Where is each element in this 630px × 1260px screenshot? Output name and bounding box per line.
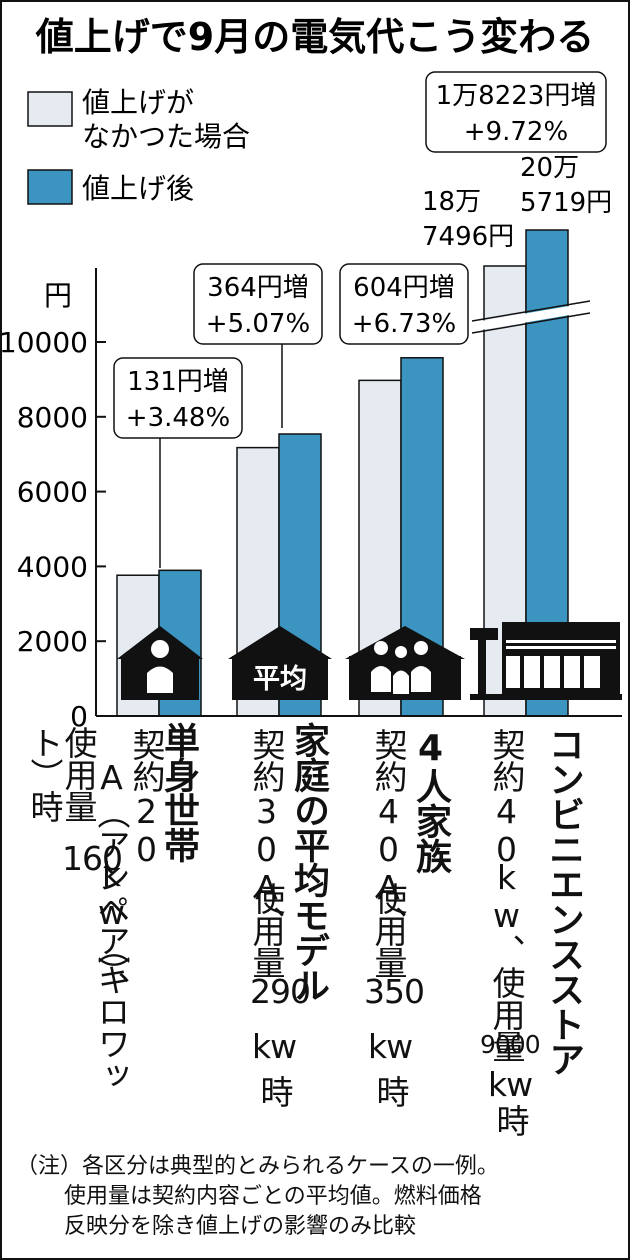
- desc-family-num: 350: [364, 972, 425, 1011]
- desc-average-unit: kw: [252, 1027, 297, 1066]
- desc-average-col1: 契約30A、: [247, 728, 286, 938]
- desc-store-unit: kw: [488, 1065, 533, 1104]
- callout-percent-store: +9.72%: [464, 117, 568, 147]
- legend-swatch-before: [27, 91, 73, 127]
- callout-box-average: [193, 263, 323, 345]
- y-axis-unit: 円: [44, 279, 72, 312]
- desc-average-time: 時: [255, 1075, 294, 1107]
- desc-store-col1: 契約40: [487, 728, 526, 868]
- value-label-after-2: 5719円: [520, 188, 612, 218]
- callout-box-family: [339, 263, 469, 345]
- legend-label-before-2: なかつた場合: [82, 120, 250, 153]
- callout-amount-average: 364円増: [207, 273, 309, 303]
- category-name-average: 家庭の平均モデル: [288, 722, 329, 1002]
- y-tick-label-2000: 2000: [17, 625, 88, 658]
- legend-label-before-1: 値上げが: [82, 86, 194, 119]
- desc-single-col1: 契約20: [127, 728, 166, 868]
- callout-box-single: [113, 357, 243, 439]
- axis-break-gap: [471, 302, 591, 332]
- y-tick-label-10000: 10000: [0, 326, 88, 359]
- desc-single-col3: 使用量: [59, 726, 98, 822]
- y-axis: 円 0 2000 4000 6000 8000 10000: [0, 268, 106, 733]
- y-tick-label-4000: 4000: [17, 550, 88, 583]
- house-average-icon: 平均: [228, 626, 332, 700]
- desc-store-num: 9000: [480, 1030, 541, 1059]
- axis-break-line-top: [471, 300, 591, 322]
- callout-amount-single: 131円増: [127, 367, 229, 397]
- axis-break-line-bottom: [471, 312, 591, 334]
- desc-average-usage: 使用量: [247, 882, 286, 978]
- footnote-line2: 使用量は契約内容ごとの平均値。燃料価格: [64, 1184, 482, 1209]
- legend-label-after: 値上げ後: [82, 172, 194, 205]
- desc-store-col1b: kw、使用量: [487, 858, 526, 1062]
- desc-family-col1: 契約40A、: [369, 728, 408, 938]
- desc-single-col3c: kw（キロワッ: [92, 855, 131, 1091]
- convenience-store-icon: [470, 622, 622, 700]
- desc-single-col3b: 160: [62, 839, 123, 878]
- callout-amount-store: 1万8223円増: [436, 81, 597, 111]
- house-single-icon: [117, 626, 203, 700]
- footnote-line1: （注）各区分は典型的とみられるケースの一例。: [16, 1154, 499, 1179]
- category-name-family: 4人家族: [410, 728, 451, 873]
- desc-family-usage: 使用量: [369, 882, 408, 978]
- value-label-before-1: 18万: [422, 187, 481, 217]
- callout-percent-average: +5.07%: [206, 309, 310, 339]
- chart-title: 値上げで9月の電気代こう変わる: [35, 15, 594, 59]
- desc-average-num: 290: [250, 972, 311, 1011]
- house-family-icon: [345, 626, 465, 700]
- footnote-line3: 反映分を除き値上げの影響のみ比較: [64, 1214, 417, 1239]
- y-tick-label-8000: 8000: [17, 401, 88, 434]
- desc-single-col2: A（アンペア）、: [92, 758, 131, 1004]
- callout-box-store: [425, 71, 607, 153]
- callout-percent-family: +6.73%: [352, 309, 456, 339]
- callout-percent-single: +3.48%: [126, 403, 230, 433]
- y-tick-label-0: 0: [70, 700, 88, 733]
- annotations: 131円増 +3.48% 364円増 +5.07% 604円増 +6.73% 1万8223円…: [113, 71, 607, 568]
- value-label-before-2: 7496円: [422, 222, 514, 252]
- y-tick-label-6000: 6000: [17, 476, 88, 509]
- category-name-store: コンビニエンスストア: [543, 726, 584, 1076]
- value-label-after-1: 20万: [520, 153, 579, 183]
- desc-family-unit: kw: [368, 1027, 413, 1066]
- house-average-label: 平均: [253, 664, 307, 695]
- desc-single-col4: ト）時: [25, 726, 64, 822]
- desc-family-time: 時: [371, 1075, 410, 1107]
- desc-store-time: 時: [491, 1104, 530, 1136]
- legend-swatch-after: [27, 169, 73, 205]
- category-name-single: 単身世帯: [158, 722, 199, 862]
- callout-amount-family: 604円増: [353, 273, 455, 303]
